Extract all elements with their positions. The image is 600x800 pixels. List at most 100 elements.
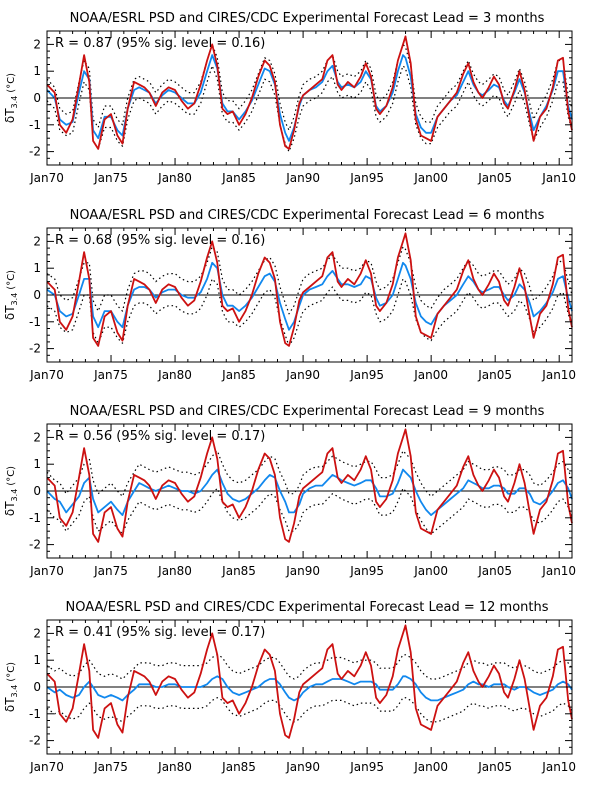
chart-panel: NOAA/ESRL PSD and CIRES/CDC Experimental… — [3, 404, 576, 578]
x-tick-label: Jan85 — [221, 760, 256, 774]
x-tick-label: Jan85 — [221, 368, 256, 382]
y-tick-label: 2 — [33, 430, 41, 444]
series-line-observed — [46, 232, 573, 347]
y-tick-label: 0 — [33, 484, 41, 498]
series-line-spread-lower — [46, 65, 573, 153]
y-tick-label: -1 — [29, 118, 41, 132]
y-axis-label: δT3.4 (°C) — [3, 270, 19, 320]
x-tick-label: Jan80 — [157, 760, 192, 774]
x-tick-label: Jan90 — [285, 564, 320, 578]
y-tick-label: 2 — [33, 37, 41, 51]
y-tick-label: -2 — [29, 734, 41, 748]
x-tick-label: Jan00 — [413, 564, 448, 578]
x-tick-label: Jan05 — [477, 171, 512, 185]
chart-title: NOAA/ESRL PSD and CIRES/CDC Experimental… — [65, 600, 548, 615]
chart-title: NOAA/ESRL PSD and CIRES/CDC Experimental… — [70, 11, 545, 26]
series-line-spread-upper — [46, 450, 573, 497]
chart-panels: NOAA/ESRL PSD and CIRES/CDC Experimental… — [3, 11, 576, 774]
y-axis-label-subscript: 3.4 — [10, 685, 19, 698]
y-axis-label-main: δT — [3, 108, 17, 123]
x-tick-label: Jan95 — [349, 368, 384, 382]
chart-panel: NOAA/ESRL PSD and CIRES/CDC Experimental… — [3, 600, 576, 774]
y-axis-label-subscript: 3.4 — [10, 293, 19, 306]
y-axis-label-main: δT — [3, 305, 17, 320]
y-tick-label: -2 — [29, 145, 41, 159]
x-tick-label: Jan90 — [285, 760, 320, 774]
y-tick-label: 1 — [33, 261, 41, 275]
y-axis-label-unit: (°C) — [6, 662, 17, 682]
chart-panel: NOAA/ESRL PSD and CIRES/CDC Experimental… — [3, 11, 576, 185]
chart-title: NOAA/ESRL PSD and CIRES/CDC Experimental… — [70, 208, 545, 223]
series-line-spread-upper — [46, 654, 573, 680]
y-axis-label-subscript: 3.4 — [10, 489, 19, 502]
x-tick-label: Jan75 — [93, 760, 128, 774]
y-axis-label: δT3.4 (°C) — [3, 466, 19, 516]
x-tick-label: Jan10 — [541, 171, 576, 185]
y-tick-label: 2 — [33, 626, 41, 640]
correlation-annotation: R = 0.68 (95% sig. level = 0.16) — [55, 233, 265, 248]
correlation-annotation: R = 0.56 (95% sig. level = 0.17) — [55, 429, 265, 444]
chart-title: NOAA/ESRL PSD and CIRES/CDC Experimental… — [70, 404, 545, 419]
series-line-spread-upper — [46, 246, 573, 315]
x-tick-label: Jan80 — [157, 171, 192, 185]
x-tick-label: Jan10 — [541, 368, 576, 382]
correlation-annotation: R = 0.41 (95% sig. level = 0.17) — [55, 625, 265, 640]
y-tick-label: 0 — [33, 680, 41, 694]
x-tick-label: Jan80 — [157, 564, 192, 578]
y-axis-label: δT3.4 (°C) — [3, 662, 19, 712]
x-tick-label: Jan10 — [541, 760, 576, 774]
y-tick-label: -2 — [29, 342, 41, 356]
x-tick-label: Jan00 — [413, 760, 448, 774]
series-line-spread-lower — [46, 487, 573, 535]
y-tick-label: -1 — [29, 707, 41, 721]
x-tick-label: Jan00 — [413, 171, 448, 185]
y-axis-label-main: δT — [3, 697, 17, 712]
x-tick-label: Jan90 — [285, 171, 320, 185]
y-tick-label: 2 — [33, 234, 41, 248]
y-tick-label: -1 — [29, 315, 41, 329]
series-line-spread-lower — [46, 278, 573, 347]
y-axis-label-main: δT — [3, 501, 17, 516]
x-tick-label: Jan85 — [221, 171, 256, 185]
x-tick-label: Jan70 — [29, 171, 64, 185]
y-tick-label: -1 — [29, 511, 41, 525]
y-tick-label: 1 — [33, 457, 41, 471]
chart-panel: NOAA/ESRL PSD and CIRES/CDC Experimental… — [3, 208, 576, 382]
y-tick-label: 0 — [33, 288, 41, 302]
y-axis-label: δT3.4 (°C) — [3, 73, 19, 123]
series-line-observed — [46, 35, 573, 150]
x-tick-label: Jan75 — [93, 171, 128, 185]
series-line-spread-upper — [46, 43, 573, 131]
x-tick-label: Jan85 — [221, 564, 256, 578]
series-line-forecast — [46, 468, 573, 516]
series-line-spread-lower — [46, 697, 573, 723]
y-axis-label-unit: (°C) — [6, 270, 17, 290]
y-tick-label: -2 — [29, 538, 41, 552]
x-tick-label: Jan90 — [285, 368, 320, 382]
x-tick-label: Jan95 — [349, 171, 384, 185]
y-tick-label: 1 — [33, 653, 41, 667]
x-tick-label: Jan75 — [93, 368, 128, 382]
x-tick-label: Jan05 — [477, 368, 512, 382]
x-tick-label: Jan10 — [541, 564, 576, 578]
y-axis-label-unit: (°C) — [6, 73, 17, 93]
series-line-observed — [46, 428, 573, 543]
x-tick-label: Jan80 — [157, 368, 192, 382]
x-tick-label: Jan70 — [29, 368, 64, 382]
x-tick-label: Jan95 — [349, 760, 384, 774]
series-line-forecast — [46, 54, 573, 142]
x-tick-label: Jan05 — [477, 760, 512, 774]
series-line-observed — [46, 624, 573, 739]
x-tick-label: Jan75 — [93, 564, 128, 578]
x-tick-label: Jan70 — [29, 760, 64, 774]
series-line-forecast — [46, 675, 573, 702]
x-tick-label: Jan95 — [349, 564, 384, 578]
y-axis-label-subscript: 3.4 — [10, 96, 19, 109]
y-tick-label: 0 — [33, 91, 41, 105]
correlation-annotation: R = 0.87 (95% sig. level = 0.16) — [55, 36, 265, 51]
x-tick-label: Jan70 — [29, 564, 64, 578]
x-tick-label: Jan00 — [413, 368, 448, 382]
x-tick-label: Jan05 — [477, 564, 512, 578]
y-axis-label-unit: (°C) — [6, 466, 17, 486]
